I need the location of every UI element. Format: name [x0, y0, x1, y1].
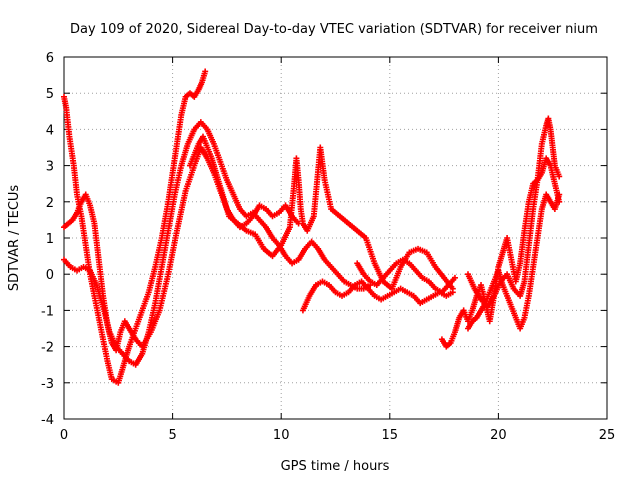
x-tick-label: 5	[168, 428, 176, 443]
series-3	[61, 119, 374, 368]
axis-ticks: 0 5 10 15 20 25 -4 -3 -2 -1 0 1 2 3 4 5 6	[41, 51, 615, 443]
x-tick-label: 10	[273, 428, 290, 443]
y-tick-label: 1	[46, 232, 54, 247]
y-tick-label: 0	[46, 268, 54, 283]
y-tick-label: -2	[41, 341, 54, 356]
data-point	[451, 274, 458, 281]
chart-title: Day 109 of 2020, Sidereal Day-to-day VTE…	[70, 22, 598, 37]
series-7	[438, 155, 563, 350]
series-6	[354, 256, 458, 296]
y-tick-label: 6	[46, 51, 54, 66]
data-point	[556, 191, 563, 198]
data-point	[202, 68, 209, 75]
x-tick-label: 0	[60, 428, 68, 443]
data-point	[556, 173, 563, 180]
data-series	[61, 68, 563, 386]
y-tick-label: 3	[46, 160, 54, 175]
x-tick-label: 15	[382, 428, 399, 443]
y-tick-label: 4	[46, 123, 54, 138]
series-9	[464, 191, 563, 332]
y-tick-label: 2	[46, 196, 54, 211]
x-axis-label: GPS time / hours	[281, 459, 390, 474]
data-point	[449, 289, 456, 296]
y-tick-label: -1	[41, 304, 54, 319]
series-5	[299, 278, 456, 314]
y-tick-label: -4	[41, 413, 54, 428]
x-tick-label: 25	[599, 428, 616, 443]
x-tick-label: 20	[490, 428, 507, 443]
y-tick-label: -3	[41, 377, 54, 392]
y-axis-label: SDTVAR / TECUs	[7, 185, 22, 292]
series-4	[186, 133, 456, 292]
y-tick-label: 5	[46, 87, 54, 102]
